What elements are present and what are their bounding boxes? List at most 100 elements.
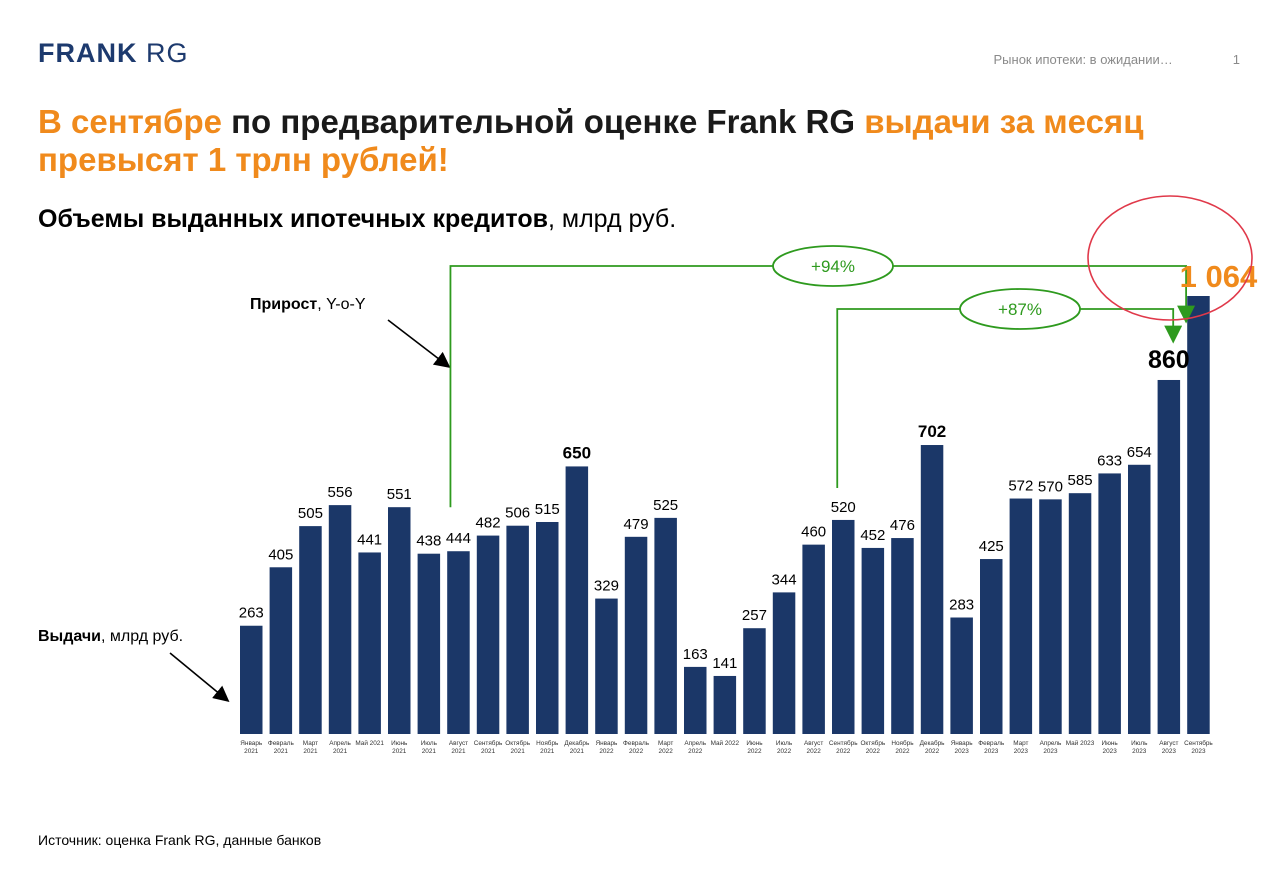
- category-label: Август 2023: [1159, 740, 1178, 755]
- category-label: Апрель 2021: [329, 740, 351, 755]
- bar-value-label: 344: [772, 571, 797, 588]
- bar: [920, 445, 944, 734]
- bar: [536, 521, 559, 734]
- bar-value-label: 572: [1008, 478, 1033, 495]
- issuance-note-arrow: [169, 652, 230, 703]
- bar-value-label: 444: [446, 530, 471, 547]
- issuance-note-rest: , млрд руб.: [101, 628, 184, 645]
- page-headline: В сентябре по предварительной оценке Fra…: [38, 103, 1238, 179]
- subtitle-unit: , млрд руб.: [547, 205, 677, 233]
- bar-value-label: 860: [1148, 346, 1190, 374]
- bar-value-label: 283: [949, 597, 974, 614]
- bar-value-label: 515: [535, 501, 560, 518]
- category-label: Март 2021: [303, 740, 318, 755]
- bar-value-label: 482: [476, 515, 501, 532]
- bar: [269, 567, 293, 734]
- bar: [506, 525, 529, 734]
- growth-note-rest: , Y-o-Y: [317, 296, 366, 313]
- labels-layer: 263 Январь 2021 405 Февраль 2021 505 Март 2021 55…: [239, 259, 1258, 755]
- bar: [1187, 296, 1210, 734]
- source-note: Источник: оценка Frank RG, данные банков: [38, 832, 322, 848]
- bar-value-label: 702: [918, 422, 946, 441]
- bar-value-label: 405: [268, 546, 293, 563]
- bar-value-label: 654: [1127, 444, 1152, 461]
- category-label: Ноябрь 2022: [891, 739, 914, 755]
- bar: [328, 505, 352, 734]
- category-label: Май 2022: [711, 739, 740, 747]
- bar: [802, 544, 825, 734]
- category-label: Февраль 2022: [623, 740, 650, 755]
- category-label: Май 2023: [1066, 739, 1095, 747]
- category-label: Июль 2023: [1131, 740, 1148, 755]
- category-label: Май 2021: [355, 739, 384, 747]
- category-label: Февраль 2023: [978, 740, 1005, 755]
- bar: [713, 675, 737, 734]
- category-label: Январь 2023: [951, 740, 974, 755]
- bar: [1068, 493, 1092, 734]
- growth-pill-label: +87%: [998, 300, 1042, 319]
- headline-part-3: выдачи за месяц превысят 1 трлн рублей!: [38, 103, 1144, 178]
- logo-light: RG: [146, 38, 189, 68]
- bar: [1157, 379, 1181, 734]
- bar: [240, 625, 263, 734]
- bar-value-label: 141: [712, 655, 737, 672]
- growth-note: Прирост, Y-o-Y: [250, 296, 366, 314]
- bar-value-label: 425: [979, 538, 1004, 555]
- bar-value-label: 257: [742, 607, 767, 624]
- category-label: Июль 2021: [421, 740, 438, 755]
- category-label: Апрель 2022: [684, 740, 706, 755]
- bar: [950, 617, 973, 734]
- category-label: Март 2022: [658, 740, 673, 755]
- category-label: Сентябрь 2021: [474, 739, 503, 755]
- page-header-meta: Рынок ипотеки: в ожидании… 1: [994, 52, 1241, 67]
- category-label: Февраль 2021: [268, 740, 295, 755]
- frank-rg-logo: FRANK RG: [38, 38, 189, 69]
- bar-value-label: 441: [357, 531, 382, 548]
- bar-value-label: 460: [801, 524, 826, 541]
- bar: [1128, 464, 1151, 734]
- bar: [565, 466, 589, 734]
- bar: [832, 519, 855, 734]
- bar-value-label: 551: [387, 486, 412, 503]
- headline-part-1: В сентябре: [38, 103, 222, 140]
- category-label: Апрель 2023: [1040, 740, 1062, 755]
- bar: [684, 666, 707, 734]
- bar: [1098, 473, 1121, 734]
- category-label: Сентябрь 2023: [1184, 739, 1213, 755]
- growth-pill: [959, 288, 1081, 330]
- growth-note-bold: Прирост: [250, 296, 318, 313]
- bar-value-label: 556: [328, 484, 353, 501]
- bar-value-label: 570: [1038, 478, 1063, 495]
- bar-value-label: 1 064: [1180, 259, 1258, 294]
- growth-pill-label: +94%: [811, 257, 855, 276]
- category-label: Декабрь 2021: [564, 739, 590, 755]
- bar-value-label: 520: [831, 499, 856, 516]
- annotations-layer: +94% +87%: [449, 245, 1196, 508]
- bar-value-label: 479: [624, 516, 649, 533]
- growth-connector: [836, 308, 1183, 488]
- chart-subtitle: Объемы выданных ипотечных кредитов, млрд…: [38, 205, 676, 234]
- bar: [772, 592, 796, 734]
- bar-value-label: 452: [860, 527, 885, 544]
- bar-value-label: 506: [505, 505, 530, 522]
- bar-value-label: 505: [298, 505, 323, 522]
- logo-bold: FRANK: [38, 38, 138, 68]
- bar: [1039, 499, 1062, 734]
- bar-value-label: 476: [890, 517, 915, 534]
- document-title: Рынок ипотеки: в ожидании…: [993, 52, 1173, 67]
- bar: [743, 628, 766, 734]
- category-label: Август 2022: [804, 740, 823, 755]
- bar: [595, 598, 618, 734]
- bar: [299, 526, 322, 734]
- bar: [417, 553, 441, 734]
- issuance-note: Выдачи, млрд руб.: [38, 628, 183, 646]
- category-label: Октябрь 2021: [505, 739, 530, 755]
- category-label: Июль 2022: [776, 740, 793, 755]
- category-label: Октябрь 2022: [860, 739, 885, 755]
- bar: [980, 559, 1003, 734]
- bar-value-label: 650: [563, 443, 591, 462]
- bar: [654, 517, 677, 734]
- bar: [1009, 498, 1033, 734]
- category-label: Август 2021: [449, 740, 468, 755]
- category-label: Сентябрь 2022: [829, 739, 858, 755]
